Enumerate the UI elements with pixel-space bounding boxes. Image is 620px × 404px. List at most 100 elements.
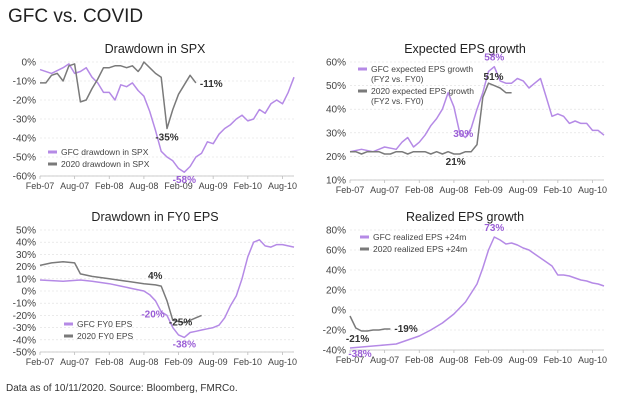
x-tick-label: Aug-07: [370, 185, 399, 195]
y-tick-label: -30%: [13, 115, 36, 126]
x-tick-label: Aug-07: [370, 355, 399, 365]
x-tick-label: Aug-08: [129, 357, 158, 367]
series-line-gfc: [349, 65, 605, 153]
legend-label: 2020 FY0 EPS: [77, 331, 134, 341]
y-tick-label: 10%: [16, 274, 36, 285]
y-tick-label: 50%: [326, 81, 346, 92]
x-tick-label: Feb-10: [544, 355, 573, 365]
chart-panel-expected-eps: Expected EPS growth 10% 20% 30% 40% 50% 60% Fe…: [314, 42, 616, 212]
data-label: -19%: [394, 324, 417, 335]
series-line-covid: [40, 61, 197, 130]
x-tick-label: Feb-09: [164, 357, 193, 367]
x-tick-label: Feb-10: [234, 357, 263, 367]
chart-panel-spx-drawdown: Drawdown in SPX 0% -10% -20% -30% -40% -50% -6…: [4, 42, 306, 212]
legend-label: 2020 expected EPS growth (FY2 vs. FY0): [371, 86, 474, 106]
data-label: -25%: [169, 318, 192, 329]
x-tick-label: Feb-09: [474, 355, 503, 365]
x-tick-label: Aug-08: [439, 355, 468, 365]
series-line-gfc: [39, 63, 295, 173]
x-tick-label: Feb-10: [544, 185, 573, 195]
x-tick-label: Aug-07: [60, 181, 89, 191]
data-label: -11%: [200, 79, 223, 90]
y-tick-label: 40%: [16, 238, 36, 249]
legend-label: 2020 drawdown in SPX: [61, 159, 150, 169]
y-tick-label: -40%: [323, 346, 346, 357]
legend-label: GFC realized EPS +24m: [373, 232, 466, 242]
x-tick-label: Aug-09: [509, 355, 538, 365]
chart-title: Realized EPS growth: [405, 210, 525, 224]
x-tick-label: Aug-10: [578, 355, 607, 365]
series-line-covid: [349, 315, 391, 332]
y-tick-label: -50%: [13, 348, 36, 359]
y-tick-label: -40%: [13, 335, 36, 346]
y-tick-label: -10%: [13, 77, 36, 88]
x-tick-label: Feb-10: [234, 181, 263, 191]
y-tick-label: 40%: [326, 105, 346, 116]
x-tick-label: Feb-08: [405, 185, 434, 195]
data-label: -38%: [348, 349, 371, 360]
y-tick-label: 0%: [332, 306, 347, 317]
legend-label: 2020 realized EPS +24m: [373, 244, 467, 254]
x-tick-label: Feb-07: [26, 357, 55, 367]
chart-svg: 50%40%30%20%10%0%-10%-20%-30%-40%-50%Feb…: [13, 226, 297, 368]
x-tick-label: Feb-08: [95, 181, 124, 191]
chart-panel-realized-eps: Realized EPS growth 80% 60% 40% 20% 0% -20% -4…: [314, 210, 616, 380]
data-label: 30%: [453, 129, 473, 140]
y-tick-label: -20%: [13, 311, 36, 322]
x-tick-label: Aug-07: [60, 357, 89, 367]
y-tick-label: 20%: [326, 152, 346, 163]
x-tick-label: Aug-10: [578, 185, 607, 195]
legend-label: GFC FY0 EPS: [77, 319, 133, 329]
data-label: 21%: [446, 157, 466, 168]
x-tick-label: Aug-10: [268, 357, 297, 367]
data-label: -38%: [173, 339, 196, 350]
x-tick-label: Feb-07: [336, 185, 365, 195]
y-tick-label: 20%: [326, 286, 346, 297]
data-label: -20%: [141, 309, 164, 320]
x-tick-label: Feb-08: [405, 355, 434, 365]
y-tick-label: 60%: [326, 246, 346, 257]
y-tick-label: 50%: [16, 226, 36, 237]
x-tick-label: Aug-09: [199, 181, 228, 191]
series-line-covid: [350, 82, 512, 155]
chart-svg: 0% -10% -20% -30% -40% -50% -60%Feb-07 Aug-07 Fe…: [13, 58, 297, 192]
x-tick-label: Aug-08: [129, 181, 158, 191]
y-tick-label: 30%: [326, 128, 346, 139]
x-tick-label: Feb-09: [164, 181, 193, 191]
y-tick-label: 10%: [326, 176, 346, 187]
data-label: 51%: [484, 72, 504, 83]
chart-panel-fy0-eps-drawdown: Drawdown in FY0 EPS 50% 40% 30% 20% 10% 0% -10…: [4, 210, 306, 380]
series-line-gfc: [39, 239, 295, 339]
y-tick-label: -60%: [13, 172, 36, 183]
x-tick-label: Feb-09: [474, 185, 503, 195]
y-tick-label: -50%: [13, 153, 36, 164]
x-tick-label: Aug-09: [509, 185, 538, 195]
chart-title: Expected EPS growth: [404, 42, 526, 56]
y-tick-label: -20%: [323, 326, 346, 337]
x-tick-label: Aug-08: [439, 185, 468, 195]
page-title: GFC vs. COVID: [8, 6, 144, 27]
chart-svg: 10% 20% 30% 40% 50% 60% Feb-07 Aug-07 Feb-08 Aug-…: [326, 53, 607, 195]
x-tick-label: Feb-07: [26, 181, 55, 191]
x-tick-label: Aug-10: [268, 181, 297, 191]
chart-svg: 80% 60% 40% 20% 0% -20% -40%Feb-07 Aug-07 Feb-08…: [323, 223, 607, 365]
series-line-gfc: [349, 236, 605, 349]
chart-title: Drawdown in SPX: [104, 42, 206, 56]
y-tick-label: 20%: [16, 262, 36, 273]
legend-label: GFC expected EPS growth (FY2 vs. FY0): [371, 64, 473, 84]
y-tick-label: -10%: [13, 299, 36, 310]
data-label: -35%: [155, 133, 178, 144]
data-label: -58%: [173, 175, 196, 186]
data-label: -21%: [346, 334, 369, 345]
y-tick-label: 0%: [22, 58, 37, 69]
x-tick-label: Feb-08: [95, 357, 124, 367]
data-label: 58%: [484, 53, 504, 64]
y-tick-label: 40%: [326, 266, 346, 277]
y-tick-label: 30%: [16, 250, 36, 261]
y-tick-label: -20%: [13, 96, 36, 107]
x-tick-label: Feb-07: [336, 355, 365, 365]
data-label: 73%: [484, 223, 504, 234]
series-line-covid: [39, 260, 202, 324]
y-tick-label: 60%: [326, 58, 346, 69]
x-tick-label: Aug-09: [199, 357, 228, 367]
